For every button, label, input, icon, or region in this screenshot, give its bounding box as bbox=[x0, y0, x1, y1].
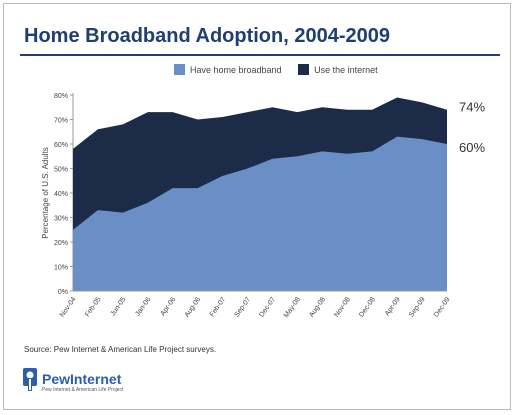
y-tick-label: 80% bbox=[54, 93, 68, 100]
x-tick-label: Dec-07 bbox=[258, 296, 277, 319]
x-tick-label: Dec-09 bbox=[433, 296, 452, 319]
area-have-home-broadband bbox=[73, 136, 447, 291]
x-tick-label: Apr-09 bbox=[384, 296, 402, 317]
end-label-internet: 74% bbox=[459, 100, 485, 115]
y-tick-label: 20% bbox=[54, 240, 68, 247]
source-note: Source: Pew Internet & American Life Pro… bbox=[24, 345, 217, 354]
x-tick-label: Nov-04 bbox=[59, 296, 78, 319]
x-tick-label: Feb-05 bbox=[84, 296, 103, 318]
title-divider bbox=[20, 54, 500, 56]
logo-name: PewInternet bbox=[42, 371, 122, 387]
y-tick-label: 40% bbox=[54, 191, 68, 198]
x-tick-label: Aug-06 bbox=[184, 296, 203, 319]
legend-item-internet: Use the internet bbox=[298, 64, 378, 75]
area-chart: 0% 10% 20% 30% 40% 50% 60% 70% 80% Nov-04 Feb-05 Ju… bbox=[41, 93, 485, 319]
y-tick-label: 70% bbox=[54, 118, 68, 125]
pew-internet-logo: PewInternet Pew Internet & American Life… bbox=[22, 367, 162, 397]
x-tick-label: Feb-07 bbox=[209, 296, 228, 318]
chart-frame: Home Broadband Adoption, 2004-2009 Have … bbox=[3, 3, 511, 410]
logo-tagline: Pew Internet & American Life Project bbox=[42, 387, 124, 393]
x-tick-label: Aug-08 bbox=[308, 296, 327, 319]
x-tick-label: May-08 bbox=[283, 296, 302, 319]
y-tick-label: 0% bbox=[58, 289, 68, 296]
legend-item-broadband: Have home broadband bbox=[174, 64, 282, 75]
x-tick-label: Jun-05 bbox=[109, 296, 127, 318]
legend: Have home broadband Use the internet bbox=[174, 64, 392, 77]
end-label-broadband: 60% bbox=[459, 140, 485, 155]
y-tick-label: 50% bbox=[54, 167, 68, 174]
pew-logo-icon bbox=[23, 368, 37, 391]
x-tick-label: Apr-06 bbox=[160, 296, 178, 317]
chart-title: Home Broadband Adoption, 2004-2009 bbox=[24, 25, 390, 47]
y-axis-label: Percentage of U.S. Adults bbox=[41, 147, 50, 239]
x-tick-label: Sep-09 bbox=[408, 296, 427, 319]
x-tick-label: Sep-07 bbox=[233, 296, 252, 319]
y-tick-label: 60% bbox=[54, 142, 68, 149]
legend-swatch-internet bbox=[298, 64, 310, 75]
y-tick-label: 30% bbox=[54, 216, 68, 223]
legend-swatch-broadband bbox=[174, 64, 185, 75]
legend-label-broadband: Have home broadband bbox=[190, 64, 282, 75]
legend-label-internet: Use the internet bbox=[314, 64, 378, 75]
x-tick-label: Jan-06 bbox=[134, 296, 152, 318]
x-tick-label: Dec-08 bbox=[358, 296, 377, 319]
x-tick-label: Nov-08 bbox=[333, 296, 352, 319]
y-tick-label: 10% bbox=[54, 265, 68, 272]
